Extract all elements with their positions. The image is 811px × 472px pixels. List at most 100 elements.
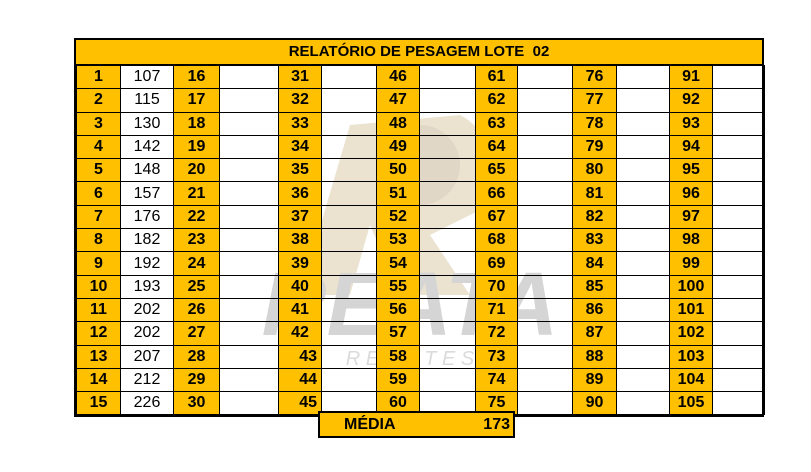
weight-cell[interactable] (517, 111, 573, 136)
weight-cell[interactable] (616, 158, 670, 183)
weight-cell[interactable] (219, 344, 279, 369)
weight-cell[interactable]: 207 (120, 344, 174, 369)
weight-cell[interactable] (321, 181, 377, 206)
weight-cell[interactable] (616, 64, 670, 90)
weight-cell[interactable] (616, 391, 670, 416)
weight-cell[interactable]: 176 (120, 204, 174, 230)
weight-cell[interactable] (616, 274, 670, 299)
weight-cell[interactable] (419, 228, 476, 253)
weight-cell[interactable] (517, 297, 573, 323)
weight-cell[interactable] (219, 88, 279, 113)
weight-cell[interactable]: 192 (120, 251, 174, 276)
weight-cell[interactable]: 182 (120, 228, 174, 253)
weight-cell[interactable] (712, 134, 765, 160)
weight-cell[interactable] (321, 321, 377, 346)
weight-cell[interactable] (712, 391, 765, 416)
weight-cell[interactable] (219, 158, 279, 183)
weight-cell[interactable] (517, 391, 573, 416)
weight-cell[interactable] (321, 228, 377, 253)
weight-cell[interactable] (419, 297, 476, 323)
weight-cell[interactable] (321, 111, 377, 136)
weight-cell[interactable] (712, 274, 765, 299)
weight-cell[interactable] (517, 64, 573, 90)
weight-cell[interactable] (712, 111, 765, 136)
weight-cell[interactable] (219, 321, 279, 346)
weight-cell[interactable] (517, 88, 573, 113)
weight-cell[interactable] (419, 111, 476, 136)
weight-cell[interactable] (712, 64, 765, 90)
weight-cell[interactable] (616, 134, 670, 160)
weight-cell[interactable] (616, 321, 670, 346)
weight-cell[interactable]: 142 (120, 134, 174, 160)
weight-cell[interactable] (219, 228, 279, 253)
weight-cell[interactable]: 157 (120, 181, 174, 206)
weight-cell[interactable] (219, 297, 279, 323)
weight-cell[interactable] (517, 367, 573, 393)
weight-cell[interactable] (321, 88, 377, 113)
weight-cell[interactable] (517, 181, 573, 206)
weight-cell[interactable] (321, 64, 377, 90)
weight-cell[interactable] (219, 391, 279, 416)
weight-cell[interactable] (517, 228, 573, 253)
weight-cell[interactable]: 202 (120, 297, 174, 323)
weight-cell[interactable] (712, 204, 765, 230)
weight-cell[interactable]: 212 (120, 367, 174, 393)
weight-cell[interactable] (321, 367, 377, 393)
weight-cell[interactable] (517, 204, 573, 230)
weight-cell[interactable] (616, 111, 670, 136)
weight-cell[interactable] (712, 297, 765, 323)
weight-cell[interactable] (712, 88, 765, 113)
weight-cell[interactable] (517, 321, 573, 346)
weight-cell[interactable] (419, 88, 476, 113)
weight-cell[interactable] (616, 344, 670, 369)
weight-cell[interactable] (616, 367, 670, 393)
weight-cell[interactable] (321, 134, 377, 160)
weight-cell[interactable] (712, 321, 765, 346)
weight-cell[interactable] (712, 228, 765, 253)
weight-cell[interactable] (419, 64, 476, 90)
weight-cell[interactable] (321, 251, 377, 276)
weight-cell[interactable] (419, 204, 476, 230)
weight-cell[interactable] (517, 274, 573, 299)
weight-cell[interactable]: 193 (120, 274, 174, 299)
weight-cell[interactable]: 107 (120, 64, 174, 90)
weight-cell[interactable] (219, 204, 279, 230)
weight-cell[interactable] (517, 134, 573, 160)
weight-cell[interactable] (616, 297, 670, 323)
weight-cell[interactable] (616, 181, 670, 206)
weight-cell[interactable] (219, 367, 279, 393)
weight-cell[interactable] (712, 181, 765, 206)
weight-cell[interactable] (321, 344, 377, 369)
weight-cell[interactable] (517, 344, 573, 369)
weight-cell[interactable] (712, 251, 765, 276)
weight-cell[interactable]: 115 (120, 88, 174, 113)
weight-cell[interactable] (321, 274, 377, 299)
weight-cell[interactable] (219, 111, 279, 136)
weight-cell[interactable] (419, 367, 476, 393)
weight-cell[interactable] (712, 344, 765, 369)
weight-cell[interactable] (219, 274, 279, 299)
weight-cell[interactable] (616, 88, 670, 113)
weight-cell[interactable] (219, 64, 279, 90)
weight-cell[interactable] (419, 134, 476, 160)
weight-cell[interactable] (219, 134, 279, 160)
weight-cell[interactable] (616, 204, 670, 230)
weight-cell[interactable]: 130 (120, 111, 174, 136)
weight-cell[interactable] (517, 251, 573, 276)
weight-cell[interactable] (419, 321, 476, 346)
weight-cell[interactable] (517, 158, 573, 183)
weight-cell[interactable] (321, 158, 377, 183)
weight-cell[interactable] (616, 251, 670, 276)
weight-cell[interactable] (321, 297, 377, 323)
weight-cell[interactable] (419, 251, 476, 276)
weight-cell[interactable] (321, 204, 377, 230)
weight-cell[interactable]: 226 (120, 391, 174, 416)
weight-cell[interactable] (219, 251, 279, 276)
weight-cell[interactable] (712, 158, 765, 183)
weight-cell[interactable] (419, 274, 476, 299)
weight-cell[interactable] (419, 158, 476, 183)
weight-cell[interactable]: 148 (120, 158, 174, 183)
weight-cell[interactable] (419, 344, 476, 369)
weight-cell[interactable]: 202 (120, 321, 174, 346)
weight-cell[interactable] (219, 181, 279, 206)
